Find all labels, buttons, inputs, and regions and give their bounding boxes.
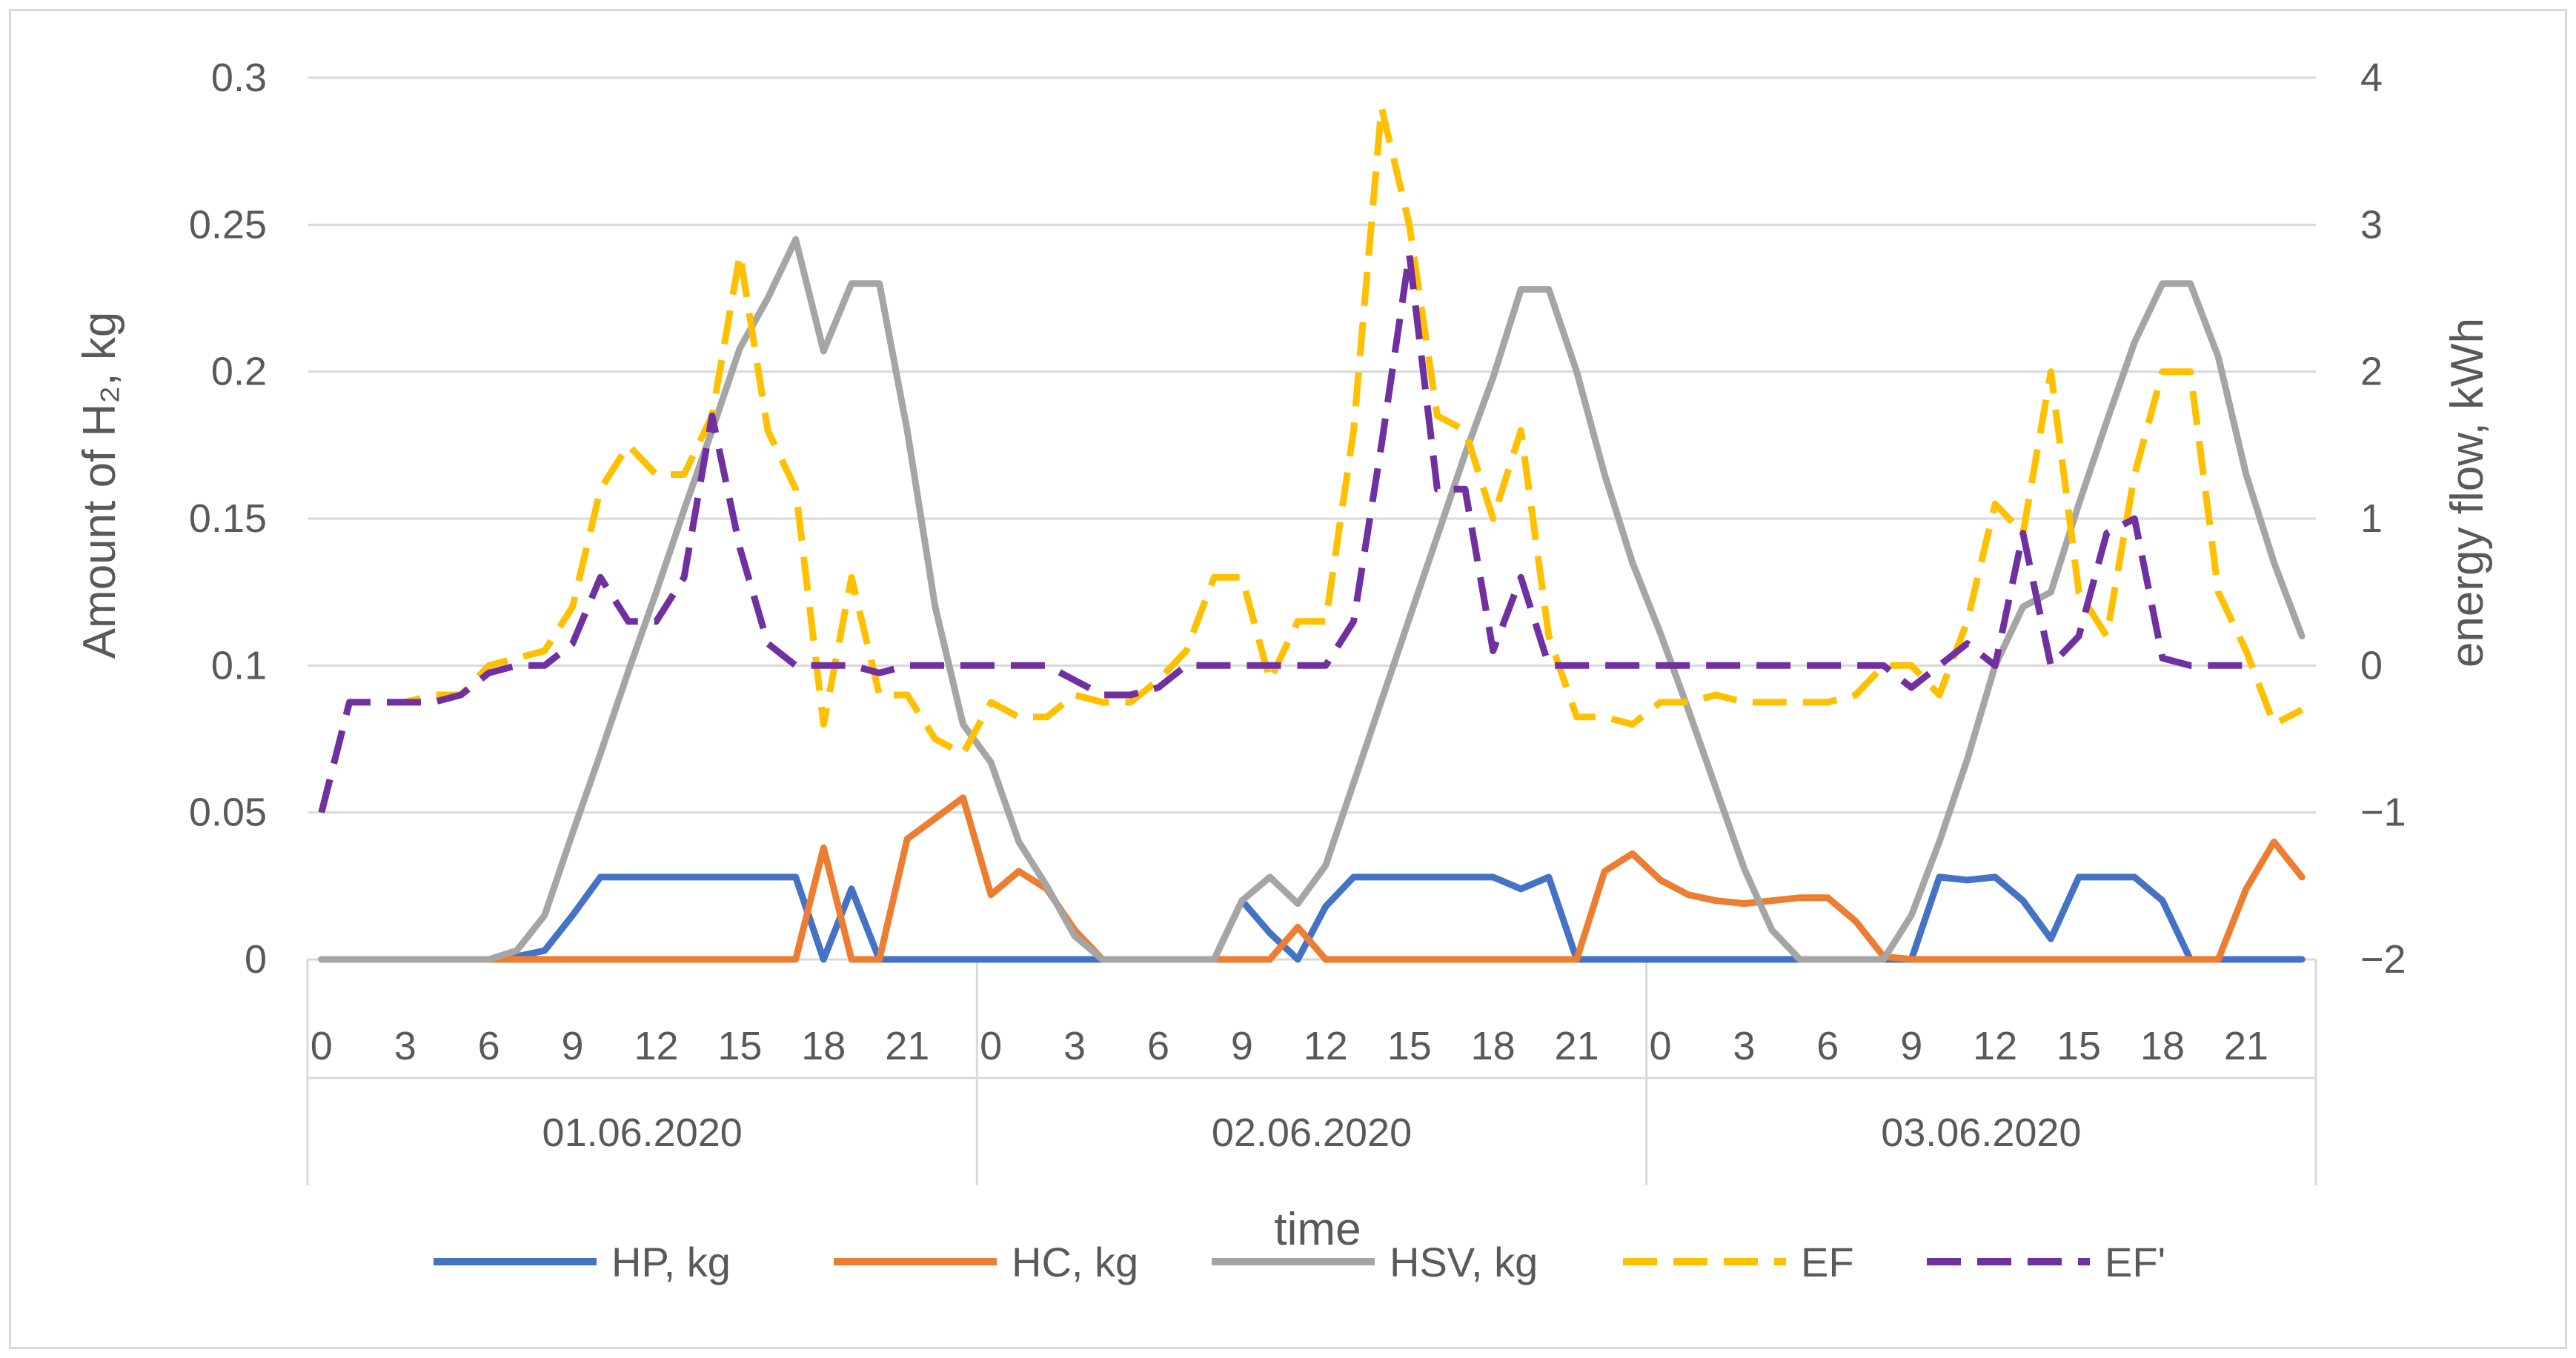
- day-label: 01.06.2020: [542, 1111, 743, 1155]
- hour-tick-label: 9: [562, 1024, 584, 1068]
- series-line-hsv-kg: [318, 236, 2306, 963]
- right-y-tick-label: 2: [2360, 350, 2383, 394]
- legend-label: HC, kg: [1012, 1239, 1138, 1285]
- series-line-hp-kg: [318, 873, 2306, 963]
- hour-tick-label: 21: [1555, 1024, 1599, 1068]
- axis-labels: 00.050.10.150.20.250.3−2−10123401.06.202…: [189, 56, 2406, 1155]
- hour-tick-label: 0: [980, 1024, 1002, 1068]
- right-y-tick-label: −1: [2360, 790, 2406, 835]
- legend-label: EF: [1801, 1239, 1854, 1285]
- hour-tick-label: 15: [1387, 1024, 1432, 1068]
- hour-tick-label: 3: [394, 1024, 416, 1068]
- legend: HP, kg HC, kg HSV, kg EF EF': [434, 1239, 2165, 1285]
- hour-tick-label: 18: [1471, 1024, 1516, 1068]
- legend-label: HP, kg: [611, 1239, 731, 1285]
- hour-tick-label: 6: [478, 1024, 500, 1068]
- gridlines: [308, 76, 2316, 814]
- hour-tick-label: 0: [1649, 1024, 1671, 1068]
- hour-tick-label: 18: [801, 1024, 846, 1068]
- legend-label: HSV, kg: [1390, 1239, 1538, 1285]
- right-y-tick-label: 4: [2360, 56, 2383, 100]
- hour-tick-label: 12: [1973, 1024, 2017, 1068]
- hour-tick-label: 15: [717, 1024, 762, 1068]
- left-y-tick-label: 0.3: [211, 56, 267, 100]
- hour-tick-label: 21: [885, 1024, 929, 1068]
- left-y-tick-label: 0.05: [189, 790, 267, 835]
- hour-tick-label: 15: [2057, 1024, 2101, 1068]
- hour-tick-label: 3: [1063, 1024, 1086, 1068]
- x-axis-title: time: [1274, 1204, 1361, 1255]
- hour-tick-label: 12: [1304, 1024, 1348, 1068]
- left-y-tick-label: 0.2: [211, 350, 267, 394]
- hour-tick-label: 9: [1231, 1024, 1253, 1068]
- left-y-axis-title: Amount of H₂, kg: [74, 312, 125, 659]
- left-y-tick-label: 0: [245, 937, 267, 982]
- day-label: 02.06.2020: [1212, 1111, 1412, 1155]
- legend-label: EF': [2105, 1239, 2165, 1285]
- hour-tick-label: 6: [1816, 1024, 1839, 1068]
- left-y-tick-label: 0.1: [211, 643, 267, 688]
- series-lines: [318, 104, 2306, 963]
- series-line-ef-: [318, 250, 2246, 813]
- series-line-hc-kg: [318, 794, 2306, 963]
- hour-tick-label: 9: [1900, 1024, 1922, 1068]
- right-y-tick-label: 0: [2360, 643, 2383, 688]
- left-y-tick-label: 0.25: [189, 202, 267, 247]
- hour-tick-label: 0: [311, 1024, 333, 1068]
- left-y-tick-label: 0.15: [189, 496, 267, 541]
- right-y-tick-label: −2: [2360, 937, 2406, 982]
- chart-frame: 0 0.05 0.1 0.15 0.2 0.25 0.3 −2 −1 0 1 2 3 4 01.06.202…: [9, 9, 2567, 1349]
- hour-tick-label: 6: [1147, 1024, 1169, 1068]
- series-line-ef: [318, 104, 2304, 813]
- hour-tick-label: 18: [2140, 1024, 2185, 1068]
- hour-tick-label: 12: [634, 1024, 678, 1068]
- right-y-axis-title: energy flow, kWh: [2442, 318, 2493, 668]
- day-label: 03.06.2020: [1881, 1111, 2081, 1155]
- hour-tick-label: 3: [1733, 1024, 1755, 1068]
- hour-tick-label: 21: [2224, 1024, 2268, 1068]
- right-y-tick-label: 1: [2360, 496, 2383, 541]
- line-chart: 00.050.10.150.20.250.3−2−10123401.06.202…: [74, 56, 2493, 1285]
- right-y-tick-label: 3: [2360, 202, 2383, 247]
